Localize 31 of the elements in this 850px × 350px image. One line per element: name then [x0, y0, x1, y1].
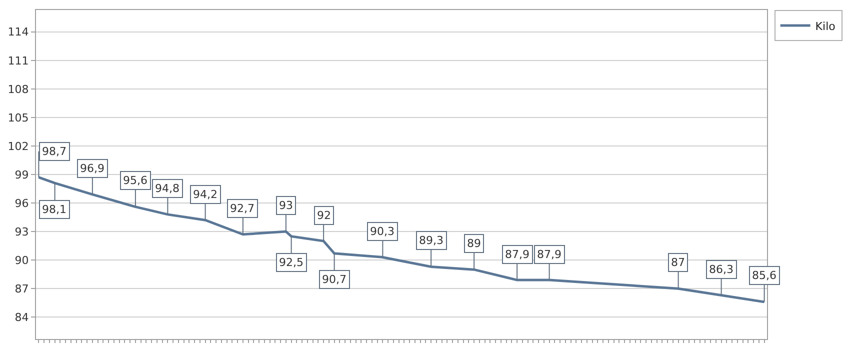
y-tick-label: 102 — [8, 140, 29, 153]
data-label: 94,8 — [155, 182, 180, 195]
data-label: 90,7 — [322, 273, 346, 286]
data-label: 89,3 — [419, 234, 444, 247]
data-label: 85,6 — [752, 269, 776, 282]
y-tick-label: 111 — [8, 54, 29, 68]
y-tick-label: 87 — [14, 282, 29, 296]
legend-label: Kilo — [815, 20, 836, 33]
y-tick-label: 105 — [8, 111, 29, 124]
data-label: 86,3 — [709, 263, 734, 276]
data-label: 90,3 — [370, 225, 394, 238]
data-label: 94,2 — [193, 188, 218, 201]
data-label: 93 — [279, 199, 293, 212]
y-tick-label: 90 — [14, 254, 29, 267]
data-label: 96,9 — [80, 162, 104, 175]
y-tick-label: 114 — [8, 26, 29, 39]
data-label: 87,9 — [505, 248, 530, 261]
y-tick-label: 99 — [14, 168, 29, 182]
data-label: 92 — [317, 209, 331, 222]
y-tick-label: 84 — [14, 310, 29, 324]
data-label: 87,9 — [537, 248, 562, 261]
data-label: 92,7 — [230, 202, 254, 215]
data-label: 98,1 — [42, 203, 66, 216]
y-tick-label: 93 — [14, 225, 29, 238]
data-label: 87 — [671, 256, 685, 269]
data-label: 89 — [467, 237, 481, 250]
y-tick-label: 108 — [8, 82, 29, 96]
data-label: 95,6 — [123, 174, 148, 187]
data-label: 92,5 — [279, 256, 304, 269]
y-tick-label: 96 — [14, 196, 29, 210]
data-label: 98,7 — [42, 145, 66, 158]
